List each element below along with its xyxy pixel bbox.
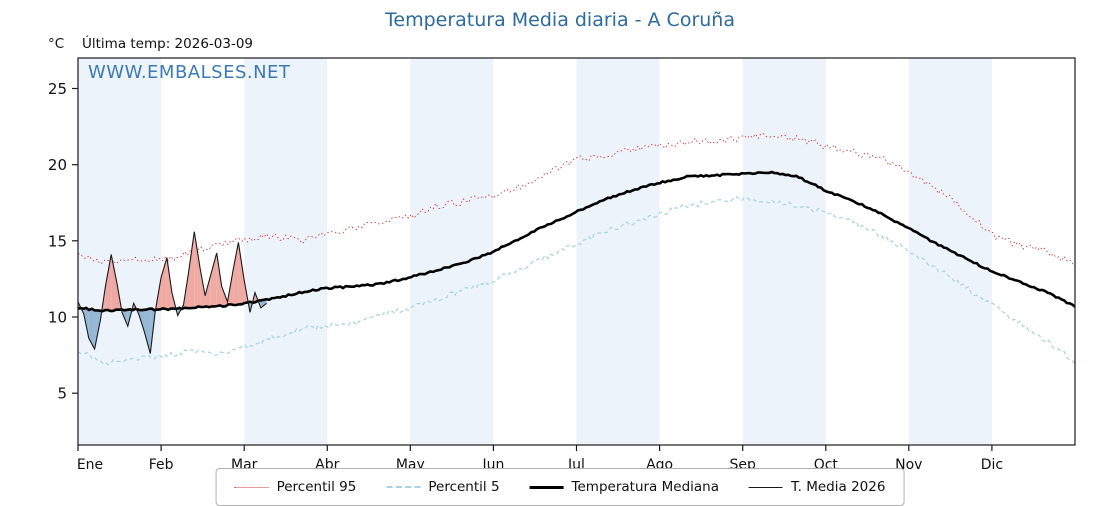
- legend-item-percentil-95: Percentil 95: [235, 479, 357, 495]
- svg-text:Dic: Dic: [981, 457, 1003, 473]
- legend: Percentil 95 Percentil 5 Temperatura Med…: [216, 468, 905, 506]
- legend-item-percentil-5: Percentil 5: [386, 479, 499, 495]
- legend-label: Percentil 95: [277, 479, 357, 495]
- legend-label: Percentil 5: [428, 479, 499, 495]
- percentil-95-line-swatch: [235, 487, 269, 488]
- svg-text:25: 25: [48, 80, 67, 98]
- legend-item-mediana: Temperatura Mediana: [530, 479, 719, 495]
- watermark-text: WWW.EMBALSES.NET: [88, 62, 290, 83]
- svg-text:10: 10: [48, 309, 67, 327]
- tmedia-2026-line-swatch: [749, 487, 783, 488]
- svg-text:15: 15: [48, 232, 67, 250]
- svg-text:Feb: Feb: [149, 457, 174, 473]
- svg-text:20: 20: [48, 156, 67, 174]
- legend-item-tmedia-2026: T. Media 2026: [749, 479, 885, 495]
- legend-label: Temperatura Mediana: [572, 479, 719, 495]
- legend-label: T. Media 2026: [791, 479, 885, 495]
- svg-text:5: 5: [57, 385, 67, 403]
- percentil-5-line-swatch: [386, 486, 420, 488]
- mediana-line-swatch: [530, 486, 564, 489]
- svg-text:Ene: Ene: [77, 457, 103, 473]
